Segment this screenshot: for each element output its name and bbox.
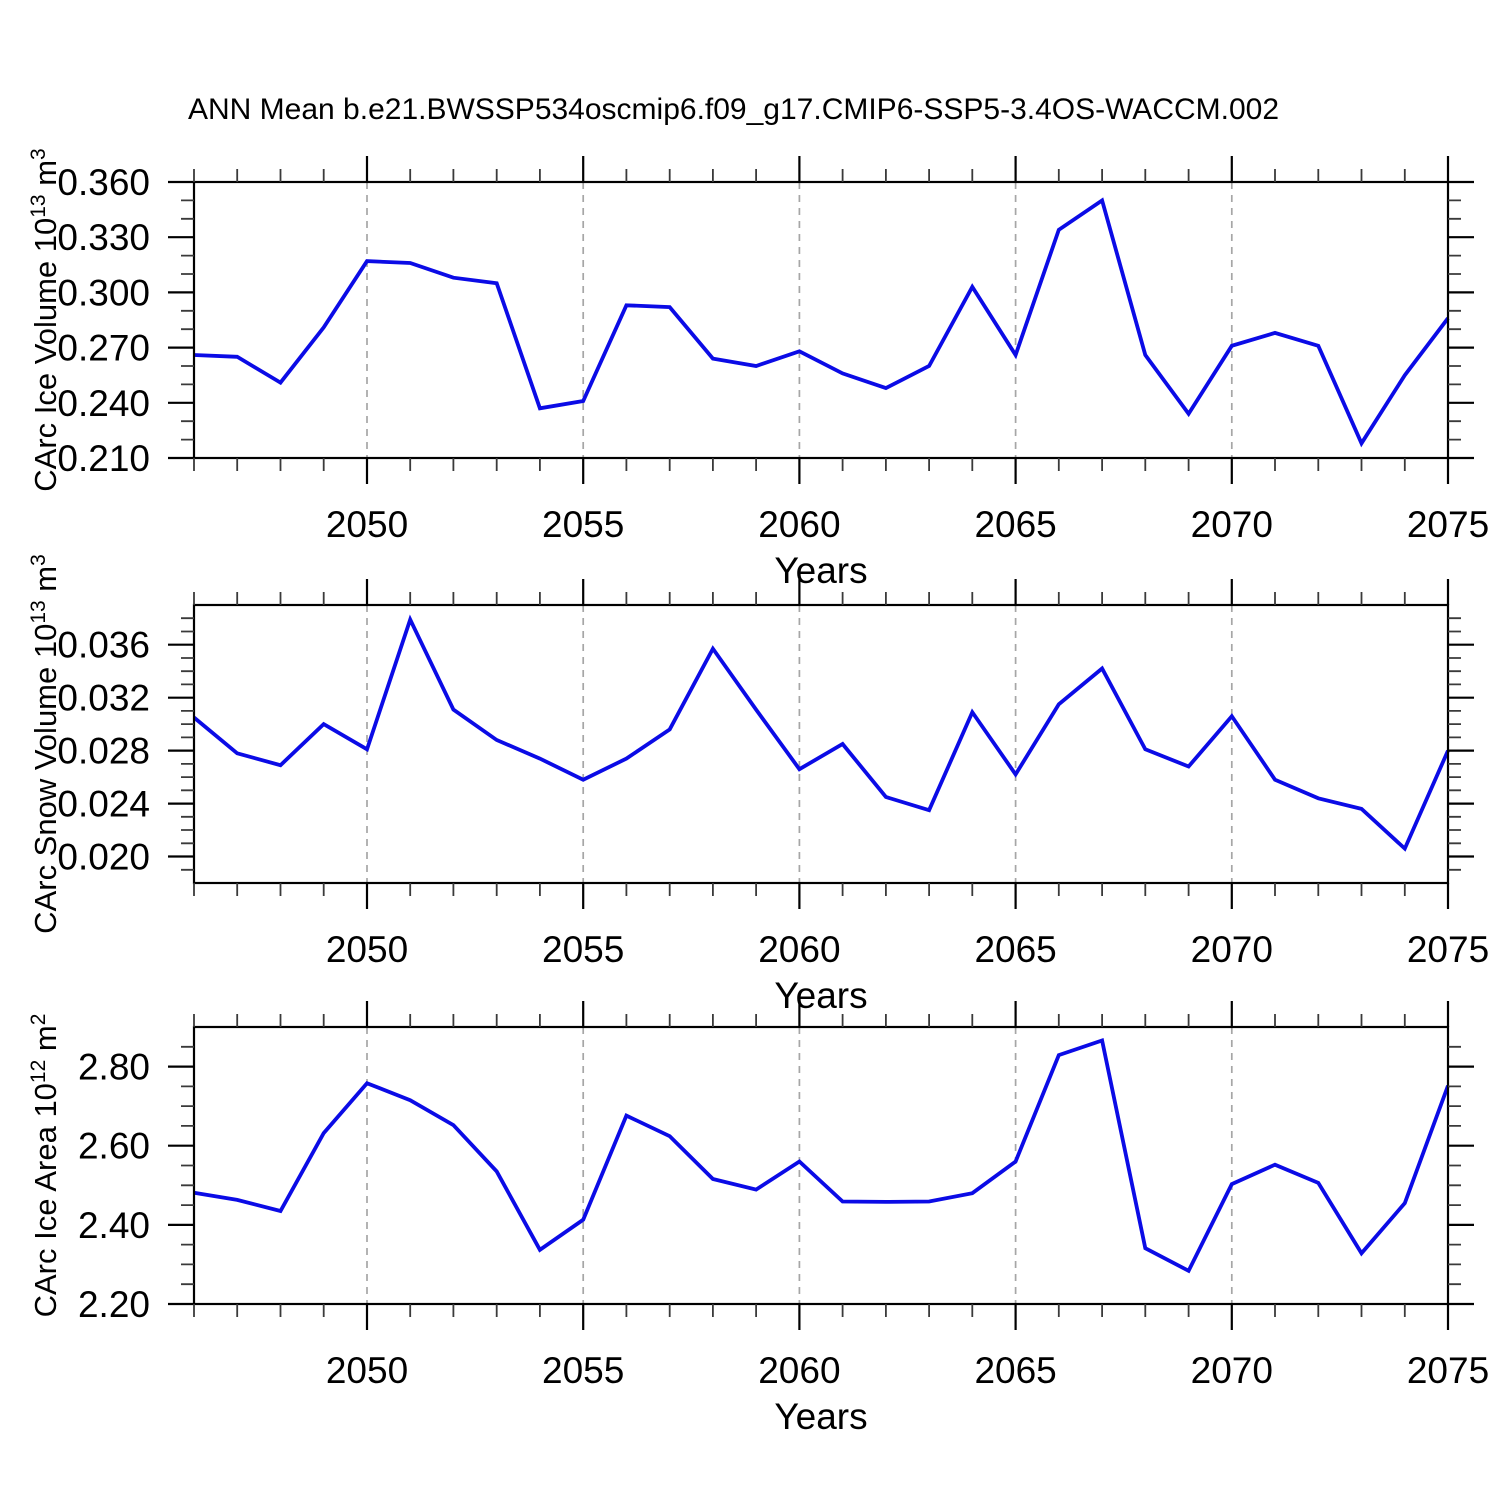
x-axis-title: Years bbox=[774, 975, 867, 1016]
panel-frame bbox=[192, 1025, 1450, 1306]
x-axis-title: Years bbox=[774, 550, 867, 591]
y-tick-label: 0.028 bbox=[57, 731, 150, 772]
panel-carc-ice-area: 2050 2055 2060 2065 2070 2075 2.20 2.40 2.60 2.80… bbox=[27, 1001, 1489, 1437]
y-tick-label: 2.60 bbox=[78, 1126, 150, 1167]
x-tick-label: 2070 bbox=[1191, 504, 1273, 545]
x-tick-label: 2075 bbox=[1407, 504, 1489, 545]
x-tick-label: 2065 bbox=[974, 504, 1056, 545]
x-tick-label: 2055 bbox=[542, 929, 624, 970]
y-tick-label: 2.80 bbox=[78, 1047, 150, 1088]
major-ticks bbox=[168, 156, 1474, 484]
x-tick-label: 2060 bbox=[758, 504, 840, 545]
y-tick-label: 0.032 bbox=[57, 678, 150, 719]
x-tick-label: 2055 bbox=[542, 1350, 624, 1391]
y-tick-label: 0.210 bbox=[57, 438, 150, 479]
x-axis-title: Years bbox=[774, 1396, 867, 1437]
minor-ticks bbox=[181, 592, 1461, 896]
panel-carc-snow-volume: 2050 2055 2060 2065 2070 2075 0.020 0.024 0.028 0… bbox=[27, 554, 1489, 1016]
y-axis-title: CArc Ice Area 1012 m2 bbox=[27, 1014, 63, 1318]
minor-ticks bbox=[181, 169, 1461, 471]
y-tick-label: 0.036 bbox=[57, 625, 150, 666]
y-tick-label: 0.020 bbox=[57, 837, 150, 878]
major-ticks bbox=[168, 1001, 1474, 1330]
x-tick-label: 2065 bbox=[974, 1350, 1056, 1391]
x-tick-label: 2055 bbox=[542, 504, 624, 545]
panel-carc-ice-volume: 2050 2055 2060 2065 2070 2075 0.210 0.240 0.270 0… bbox=[27, 148, 1489, 591]
x-tick-label: 2065 bbox=[974, 929, 1056, 970]
x-tick-label: 2070 bbox=[1191, 929, 1273, 970]
x-tick-label: 2075 bbox=[1407, 1350, 1489, 1391]
y-tick-label: 0.024 bbox=[57, 784, 150, 825]
x-tick-label: 2050 bbox=[326, 504, 408, 545]
y-tick-label: 0.270 bbox=[57, 328, 150, 369]
y-tick-label: 2.20 bbox=[78, 1284, 150, 1325]
x-tick-label: 2060 bbox=[758, 929, 840, 970]
y-axis-title: CArc Snow Volume 1013 m3 bbox=[27, 554, 63, 934]
x-tick-label: 2075 bbox=[1407, 929, 1489, 970]
x-tick-label: 2060 bbox=[758, 1350, 840, 1391]
y-tick-label: 0.300 bbox=[57, 272, 150, 313]
y-axis-title: CArc Ice Volume 1013 m3 bbox=[27, 148, 63, 491]
y-tick-label: 0.330 bbox=[57, 217, 150, 258]
series-line bbox=[192, 614, 1450, 852]
x-tick-label: 2050 bbox=[326, 929, 408, 970]
x-tick-label: 2050 bbox=[326, 1350, 408, 1391]
series-line bbox=[193, 1038, 1450, 1274]
series-line bbox=[193, 197, 1450, 448]
y-tick-label: 2.40 bbox=[78, 1205, 150, 1246]
minor-ticks bbox=[181, 1014, 1461, 1317]
y-tick-label: 0.240 bbox=[57, 383, 150, 424]
y-tick-label: 0.360 bbox=[57, 162, 150, 203]
x-tick-label: 2070 bbox=[1191, 1350, 1273, 1391]
major-ticks bbox=[168, 579, 1474, 909]
panel-frame bbox=[192, 603, 1450, 885]
chart-title: ANN Mean b.e21.BWSSP534oscmip6.f09_g17.C… bbox=[188, 93, 1279, 126]
panel-frame bbox=[192, 180, 1450, 460]
